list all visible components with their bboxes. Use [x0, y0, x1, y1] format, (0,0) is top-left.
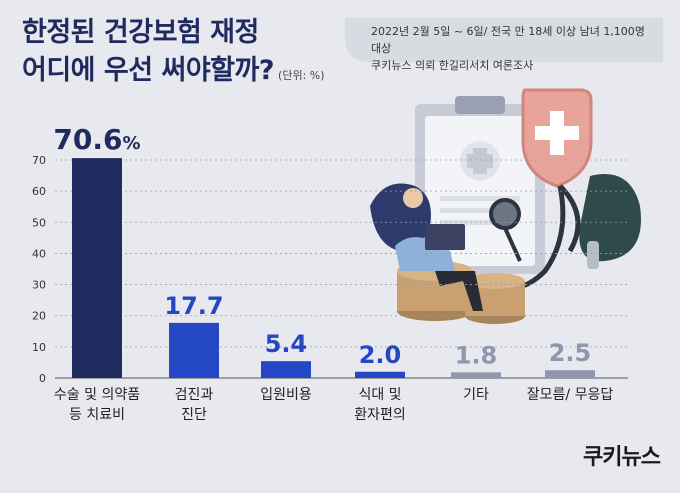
brand-name: 쿠키뉴스 [583, 445, 661, 470]
bar-value-label: 2.5 [549, 339, 592, 367]
chart-title: 한정된 건강보험 재정 어디에 우선 써야할까? (단위: %) [22, 14, 325, 95]
bars [72, 158, 595, 378]
y-tick-label: 50 [32, 216, 46, 229]
unit-label: (단위: %) [278, 69, 325, 82]
bar [261, 361, 311, 378]
title-line-1: 한정된 건강보험 재정 [22, 17, 259, 48]
y-tick-label: 0 [39, 372, 46, 385]
category-label: 입원비용 [260, 387, 312, 403]
category-label: 등 치료비 [69, 407, 125, 423]
survey-source-box: 2022년 2월 5일 ~ 6일/ 전국 만 18세 이상 남녀 1,100명 … [345, 18, 663, 72]
y-tick-label: 60 [32, 185, 46, 198]
bar [545, 370, 595, 378]
category-label: 수술 및 의약품 [54, 387, 140, 403]
bar [355, 371, 405, 378]
bar [72, 158, 122, 378]
bar-value-label: 17.7 [164, 292, 223, 320]
category-label: 진단 [181, 407, 207, 423]
category-label: 기타 [463, 387, 489, 403]
bar-value-label: 70.6% [53, 123, 140, 156]
category-label: 잘모름/ 무응답 [527, 387, 614, 403]
bar-value-label: 1.8 [455, 341, 498, 369]
category-label: 검진과 [175, 387, 214, 403]
brand-logo: 쿠키뉴스 [583, 439, 661, 471]
shield-cross-icon [521, 88, 593, 188]
bar [451, 372, 501, 378]
bar [169, 322, 219, 378]
source-line-1: 2022년 2월 5일 ~ 6일/ 전국 만 18세 이상 남녀 1,100명 … [371, 25, 645, 55]
y-tick-label: 70 [32, 154, 46, 167]
y-axis: 0 10 20 30 40 50 60 70 [32, 154, 46, 385]
source-line-2: 쿠키뉴스 의뢰 한길리서치 여론조사 [371, 59, 534, 72]
value-labels: 70.6% 17.7 5.4 2.0 1.8 2.5 [53, 123, 591, 369]
y-tick-label: 10 [32, 341, 46, 354]
y-tick-label: 30 [32, 279, 46, 292]
y-tick-label: 40 [32, 247, 46, 260]
gridlines [55, 159, 628, 379]
title-line-2: 어디에 우선 써야할까? (단위: %) [22, 52, 325, 95]
bar-value-label: 2.0 [359, 341, 402, 369]
person-with-laptop-icon [370, 183, 483, 311]
y-tick-label: 20 [32, 310, 46, 323]
title-line-2-text: 어디에 우선 써야할까? [22, 55, 275, 86]
leaf-decoration [579, 174, 641, 262]
category-label: 환자편의 [354, 407, 406, 423]
category-label: 식대 및 [358, 387, 401, 403]
stethoscope-icon [488, 184, 599, 290]
bar-value-label: 5.4 [265, 330, 308, 358]
